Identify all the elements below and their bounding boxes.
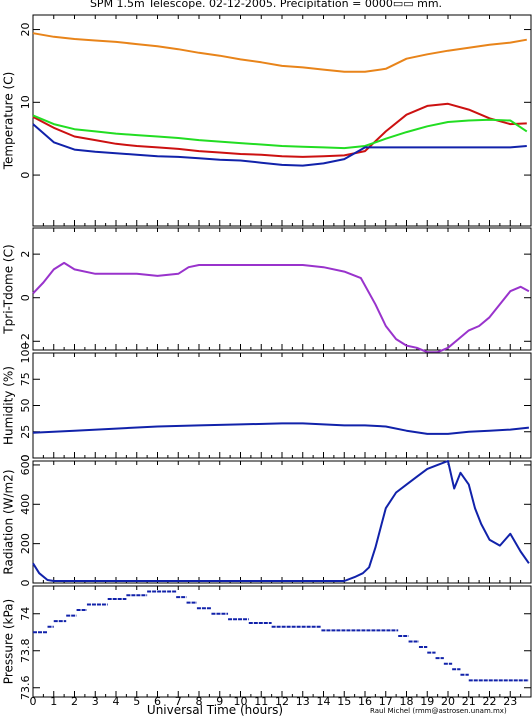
x-tick-label: 20 [441, 695, 455, 708]
y-tick-label: 73.8 [19, 639, 32, 664]
x-tick-label: 8 [196, 695, 203, 708]
y-tick-label: 0 [19, 172, 32, 179]
x-tick-label: 18 [400, 695, 414, 708]
panel-frame-3 [32, 460, 532, 584]
x-tick-label: 9 [216, 695, 223, 708]
x-tick-label: 3 [92, 695, 99, 708]
x-tick-label: 21 [462, 695, 476, 708]
x-tick-label: 17 [379, 695, 393, 708]
x-tick-label: 14 [317, 695, 331, 708]
y-tick-label: 0 [19, 580, 32, 587]
series-line-orange [32, 32, 527, 73]
y-tick-label: 50 [19, 399, 32, 413]
credit-text: Raul Michel (rmm@astrosen.unam.mx) [370, 707, 507, 715]
y-tick-label: 0 [19, 294, 32, 301]
x-tick-label: 12 [275, 695, 289, 708]
x-tick-label: 7 [175, 695, 182, 708]
x-tick-label: 13 [296, 695, 310, 708]
y-tick-label: 400 [19, 494, 32, 515]
y-axis-label: Radiation (W/m2) [2, 469, 16, 574]
x-tick-label: 15 [337, 695, 351, 708]
y-tick-label: 75 [19, 372, 32, 386]
panel-frame-1 [32, 227, 532, 351]
series-line-blue [32, 123, 527, 167]
series-line-blue [32, 460, 530, 582]
y-axis-label: Humidity (%) [2, 366, 16, 445]
x-tick-label: 6 [154, 695, 161, 708]
series-line-purple [32, 261, 530, 354]
series-line-red [32, 102, 527, 158]
x-tick-label: 22 [483, 695, 497, 708]
x-tick-label: 19 [420, 695, 434, 708]
x-tick-label: 11 [254, 695, 268, 708]
x-tick-label: 23 [503, 695, 517, 708]
y-tick-label: 600 [19, 454, 32, 475]
y-tick-label: 10 [19, 95, 32, 109]
y-tick-label: 25 [19, 425, 32, 439]
x-axis-label: Universal Time (hours) [147, 703, 283, 717]
x-tick-label: 5 [133, 695, 140, 708]
x-tick-label: 0 [30, 695, 37, 708]
panel-frame-2 [32, 352, 532, 459]
y-axis-label: Temperature (C) [2, 72, 16, 171]
panel-frame-4 [32, 585, 532, 698]
y-tick-label: 2 [19, 251, 32, 258]
chart-title: SPM 1.5m Telescope. 02-12-2005. Precipit… [90, 0, 442, 10]
y-tick-label: 100 [19, 343, 32, 364]
y-axis-label: Pressure (kPa) [2, 599, 16, 684]
y-tick-label: 0 [19, 455, 32, 462]
series-line-green [32, 114, 528, 150]
x-tick-label: 16 [358, 695, 372, 708]
x-tick-label: 10 [234, 695, 248, 708]
series-line-blue [32, 422, 530, 435]
x-tick-label: 2 [71, 695, 78, 708]
y-tick-label: 74 [19, 607, 32, 621]
x-tick-label: 4 [113, 695, 120, 708]
x-tick-label: 1 [50, 695, 57, 708]
y-tick-label: 200 [19, 533, 32, 554]
y-axis-label: Tpri-Tdome (C) [2, 244, 16, 334]
y-tick-label: 73.6 [19, 676, 32, 701]
y-tick-label: 20 [19, 23, 32, 37]
y-tick-label: −2 [19, 333, 32, 349]
